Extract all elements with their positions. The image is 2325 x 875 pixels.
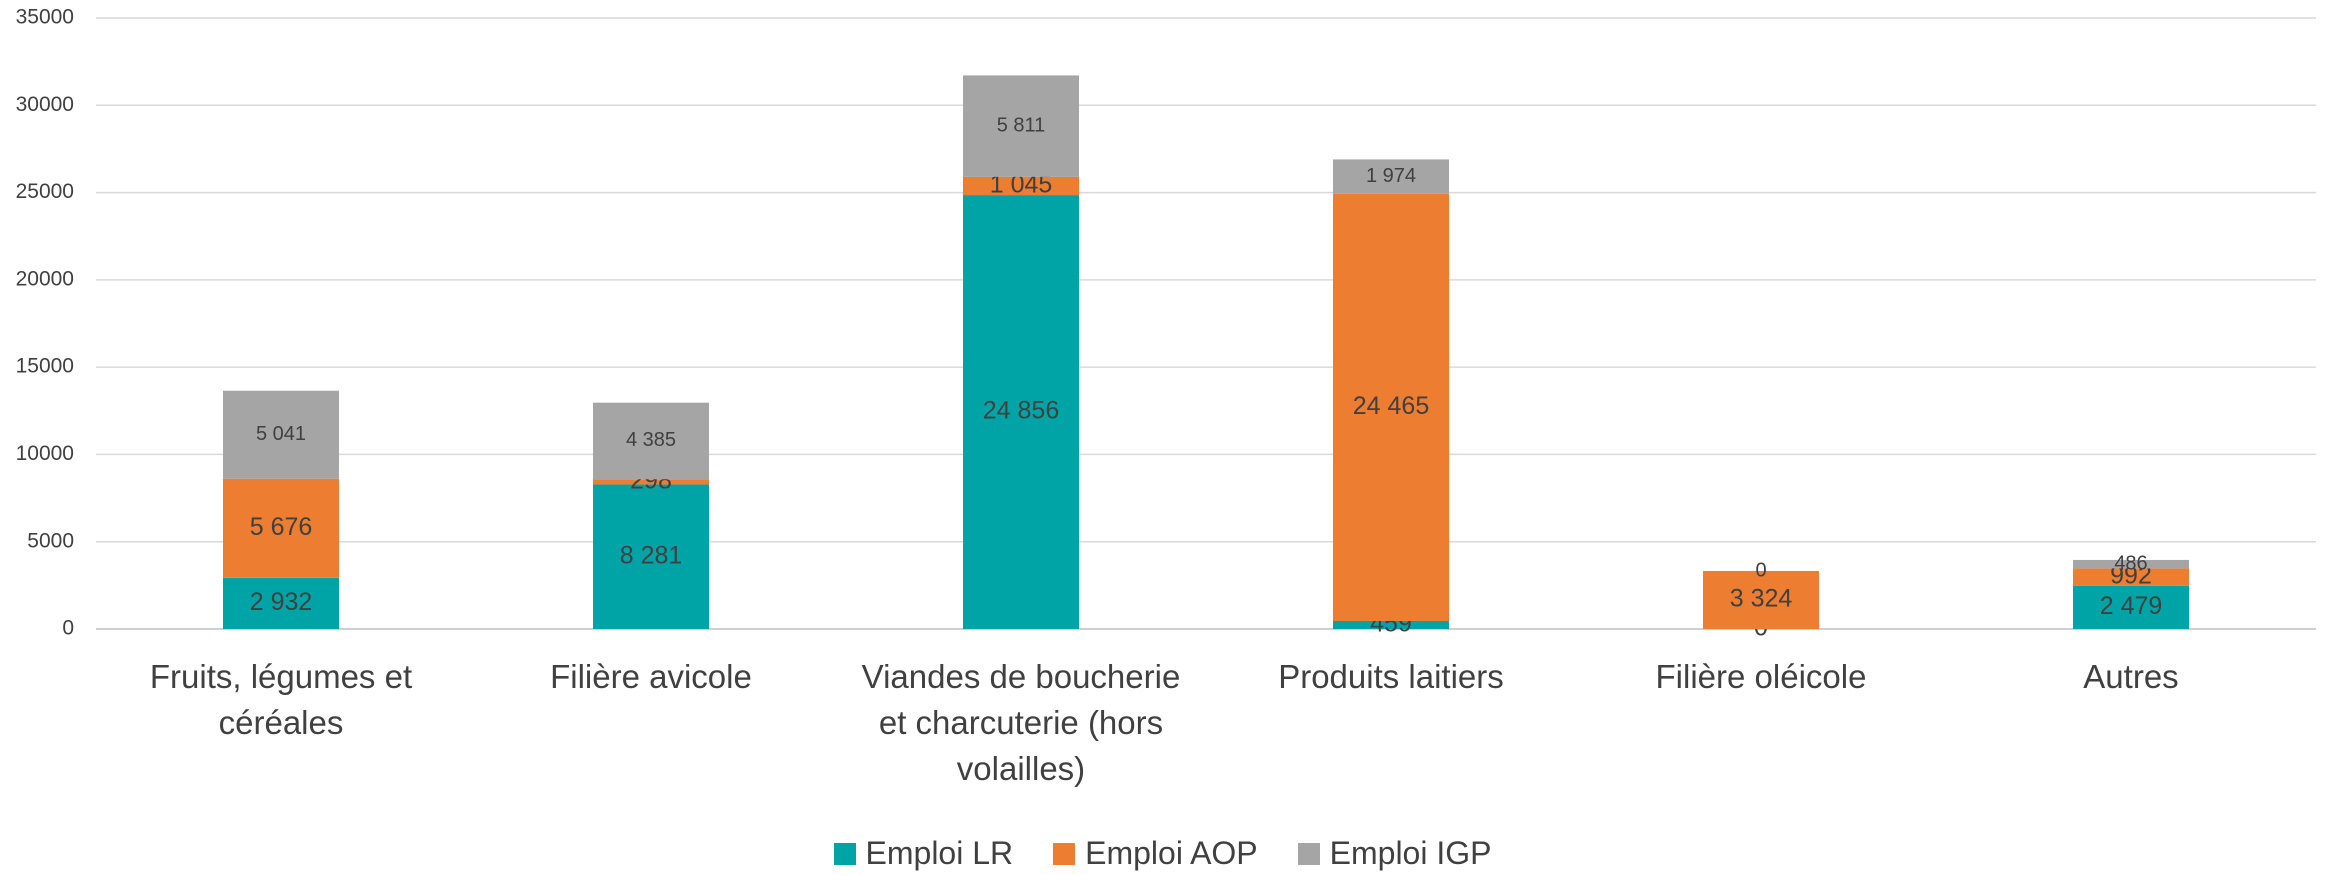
data-label: 24 465 (1353, 392, 1429, 420)
bar-segment (2073, 559, 2189, 569)
legend-label: Emploi IGP (1329, 835, 1492, 871)
bar-segment (223, 478, 339, 578)
bar-segment (2073, 585, 2189, 629)
x-tick-label: Autres (2083, 658, 2179, 695)
legend-item: Emploi AOP (1053, 835, 1258, 872)
data-label: 486 (2114, 552, 2147, 574)
legend-item: Emploi IGP (1297, 835, 1492, 872)
legend-swatch (833, 842, 856, 865)
data-label: 0 (1755, 559, 1766, 581)
legend-item: Emploi LR (833, 835, 1014, 872)
y-tick-label: 0 (62, 617, 74, 640)
data-label: 5 811 (997, 114, 1046, 136)
legend: Emploi LR Emploi AOP Emploi IGP (0, 835, 2325, 872)
bar-segment (963, 195, 1079, 629)
data-label: 24 856 (983, 397, 1059, 425)
bar-segment (593, 402, 709, 480)
bar-segment (223, 577, 339, 629)
bar-segment (1333, 193, 1449, 621)
legend-swatch (1053, 842, 1076, 865)
bar-segment (963, 75, 1079, 177)
data-label: 3 324 (1730, 585, 1793, 613)
bar-segment (1333, 159, 1449, 194)
y-tick-label: 5000 (27, 529, 74, 552)
y-tick-label: 30000 (16, 93, 74, 116)
x-tick-label: Filière oléicole (1655, 658, 1867, 695)
data-label: 2 932 (250, 588, 313, 616)
legend-label: Emploi LR (865, 835, 1014, 871)
bar-segment (1703, 570, 1819, 629)
bar-segment (223, 390, 339, 479)
y-tick-label: 15000 (16, 355, 74, 378)
data-label: 8 281 (620, 541, 683, 569)
bar-segment (593, 479, 709, 485)
bar-segment (2073, 568, 2189, 586)
data-label: 5 676 (250, 513, 313, 541)
data-label: 1 974 (1366, 165, 1416, 187)
legend-swatch (1297, 842, 1320, 865)
data-label: 4 385 (626, 429, 676, 451)
legend-label: Emploi AOP (1085, 835, 1258, 871)
x-tick-label: Fruits, légumes et céréales (149, 658, 413, 741)
data-label: 2 479 (2100, 592, 2163, 620)
x-tick-label: Filière avicole (550, 658, 752, 695)
bar-segment (1333, 620, 1449, 629)
y-tick-label: 25000 (16, 180, 74, 203)
data-label: 5 041 (256, 423, 306, 445)
y-tick-label: 35000 (16, 6, 74, 29)
x-tick-label: Viandes de boucherie et charcuterie (hor… (861, 658, 1181, 787)
bar-segment (593, 484, 709, 629)
y-tick-label: 20000 (16, 267, 74, 290)
y-tick-label: 10000 (16, 442, 74, 465)
bar-segment (963, 176, 1079, 196)
x-tick-label: Produits laitiers (1278, 658, 1504, 695)
